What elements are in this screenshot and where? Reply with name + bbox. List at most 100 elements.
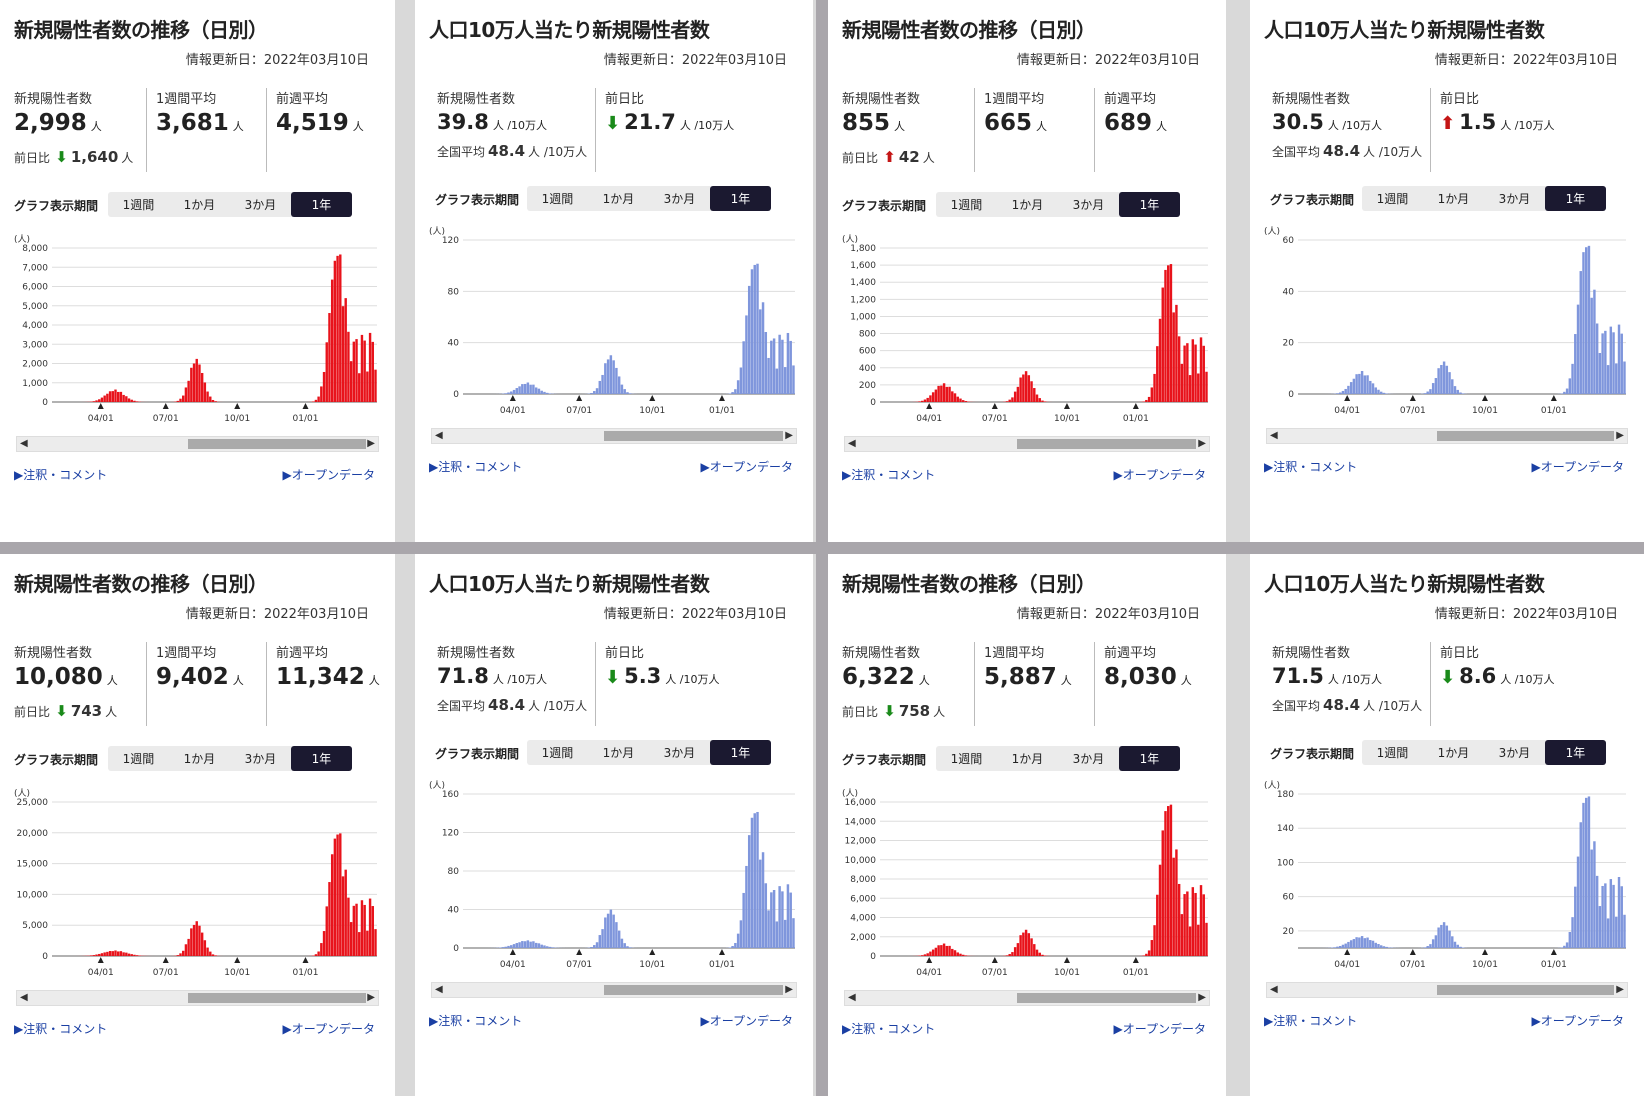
scroll-right-icon[interactable]: ▶ <box>785 430 793 441</box>
scroll-right-icon[interactable]: ▶ <box>1198 438 1206 449</box>
notes-link[interactable]: ▶注釈・コメント <box>14 468 108 482</box>
period-button-3[interactable]: 3か月 <box>244 198 277 212</box>
period-button-1[interactable]: 1週間 <box>541 746 574 760</box>
chart-scrollbar[interactable]: ◀ ▶ <box>1266 428 1628 444</box>
x-tick-marker <box>302 957 309 963</box>
scroll-right-icon[interactable]: ▶ <box>1616 430 1624 441</box>
scroll-thumb[interactable] <box>604 985 783 995</box>
scroll-thumb[interactable] <box>1437 985 1614 995</box>
period-button-3[interactable]: 3か月 <box>1072 752 1105 766</box>
open-data-link[interactable]: ▶オープンデータ <box>282 468 375 482</box>
stat-value: 71.5 人 /10万人 <box>1272 664 1382 688</box>
x-tick-label: 04/01 <box>916 968 942 978</box>
period-button-4[interactable]: 1年 <box>291 192 352 217</box>
scroll-right-icon[interactable]: ▶ <box>367 438 375 449</box>
notes-link[interactable]: ▶注釈・コメント <box>429 460 523 474</box>
scroll-right-icon[interactable]: ▶ <box>1616 984 1624 995</box>
scroll-left-icon[interactable]: ◀ <box>848 992 856 1003</box>
scroll-right-icon[interactable]: ▶ <box>1198 992 1206 1003</box>
period-button-4[interactable]: 1年 <box>1545 740 1606 765</box>
open-data-link[interactable]: ▶オープンデータ <box>282 1022 375 1036</box>
period-button-4[interactable]: 1年 <box>1119 192 1180 217</box>
period-button-4[interactable]: 1年 <box>1119 746 1180 771</box>
notes-link[interactable]: ▶注釈・コメント <box>429 1014 523 1028</box>
bar <box>1145 399 1148 402</box>
open-data-link[interactable]: ▶オープンデータ <box>1113 468 1206 482</box>
scroll-thumb[interactable] <box>1017 993 1196 1003</box>
scroll-thumb[interactable] <box>1437 431 1614 441</box>
period-button-4[interactable]: 1年 <box>291 746 352 771</box>
period-button-2[interactable]: 1か月 <box>183 198 216 212</box>
scroll-left-icon[interactable]: ◀ <box>1270 430 1278 441</box>
period-button-2[interactable]: 1か月 <box>183 752 216 766</box>
chart-scrollbar[interactable]: ◀ ▶ <box>844 990 1210 1006</box>
x-tick-marker <box>1132 957 1139 963</box>
stat-1: 新規陽性者数 2,998 人 <box>14 88 102 136</box>
open-data-link[interactable]: ▶オープンデータ <box>1531 1014 1624 1028</box>
y-unit-label: (人) <box>842 234 858 245</box>
chart-scrollbar[interactable]: ◀ ▶ <box>431 428 797 444</box>
bar <box>731 392 734 394</box>
period-button-4[interactable]: 1年 <box>710 186 771 211</box>
stat-label: 前日比 <box>1440 646 1480 661</box>
x-tick-label: 10/01 <box>1472 406 1498 416</box>
scroll-thumb[interactable] <box>188 993 366 1003</box>
period-button-1[interactable]: 1週間 <box>1376 192 1409 206</box>
chart-scrollbar[interactable]: ◀ ▶ <box>16 436 379 452</box>
period-button-1[interactable]: 1週間 <box>1376 746 1409 760</box>
bar <box>317 951 320 956</box>
bar <box>789 340 792 394</box>
period-button-3[interactable]: 3か月 <box>1498 192 1531 206</box>
period-button-3[interactable]: 3か月 <box>663 192 696 206</box>
scroll-thumb[interactable] <box>1017 439 1196 449</box>
notes-link[interactable]: ▶注釈・コメント <box>1264 460 1358 474</box>
notes-link[interactable]: ▶注釈・コメント <box>14 1022 108 1036</box>
open-data-link[interactable]: ▶オープンデータ <box>1531 460 1624 474</box>
period-button-1[interactable]: 1週間 <box>122 752 155 766</box>
period-button-3[interactable]: 3か月 <box>244 752 277 766</box>
x-tick-label: 10/01 <box>224 414 250 424</box>
bar <box>612 914 615 948</box>
period-button-3[interactable]: 3か月 <box>663 746 696 760</box>
bar <box>1035 394 1039 402</box>
period-button-2[interactable]: 1か月 <box>1011 198 1044 212</box>
period-button-3[interactable]: 3か月 <box>1498 746 1531 760</box>
period-button-1[interactable]: 1週間 <box>541 192 574 206</box>
period-button-2[interactable]: 1か月 <box>602 746 635 760</box>
period-button-4[interactable]: 1年 <box>710 740 771 765</box>
period-button-3[interactable]: 3か月 <box>1072 198 1105 212</box>
bar <box>1598 353 1602 394</box>
notes-link[interactable]: ▶注釈・コメント <box>1264 1014 1358 1028</box>
scroll-thumb[interactable] <box>604 431 783 441</box>
chart-scrollbar[interactable]: ◀ ▶ <box>1266 982 1628 998</box>
scroll-left-icon[interactable]: ◀ <box>435 984 443 995</box>
scroll-right-icon[interactable]: ▶ <box>367 992 375 1003</box>
period-button-2[interactable]: 1か月 <box>1011 752 1044 766</box>
chart-scrollbar[interactable]: ◀ ▶ <box>844 436 1210 452</box>
period-button-4[interactable]: 1年 <box>1545 186 1606 211</box>
scroll-left-icon[interactable]: ◀ <box>848 438 856 449</box>
open-data-link[interactable]: ▶オープンデータ <box>1113 1022 1206 1036</box>
chart-scrollbar[interactable]: ◀ ▶ <box>16 990 379 1006</box>
open-data-link[interactable]: ▶オープンデータ <box>700 1014 793 1028</box>
scroll-left-icon[interactable]: ◀ <box>435 430 443 441</box>
period-button-2[interactable]: 1か月 <box>1437 192 1470 206</box>
notes-link[interactable]: ▶注釈・コメント <box>842 1022 936 1036</box>
scroll-right-icon[interactable]: ▶ <box>785 984 793 995</box>
period-button-2[interactable]: 1か月 <box>602 192 635 206</box>
scroll-left-icon[interactable]: ◀ <box>1270 984 1278 995</box>
chart-scrollbar[interactable]: ◀ ▶ <box>431 982 797 998</box>
scroll-left-icon[interactable]: ◀ <box>20 992 28 1003</box>
open-data-link[interactable]: ▶オープンデータ <box>700 460 793 474</box>
scroll-left-icon[interactable]: ◀ <box>20 438 28 449</box>
y-tick-label: 1,200 <box>850 295 876 305</box>
period-button-1[interactable]: 1週間 <box>950 752 983 766</box>
bar <box>964 955 968 956</box>
y-tick-label: 120 <box>442 829 459 839</box>
period-button-1[interactable]: 1週間 <box>122 198 155 212</box>
period-button-1[interactable]: 1週間 <box>950 198 983 212</box>
scroll-thumb[interactable] <box>188 439 366 449</box>
x-tick-marker <box>234 957 241 963</box>
period-button-2[interactable]: 1か月 <box>1437 746 1470 760</box>
notes-link[interactable]: ▶注釈・コメント <box>842 468 936 482</box>
